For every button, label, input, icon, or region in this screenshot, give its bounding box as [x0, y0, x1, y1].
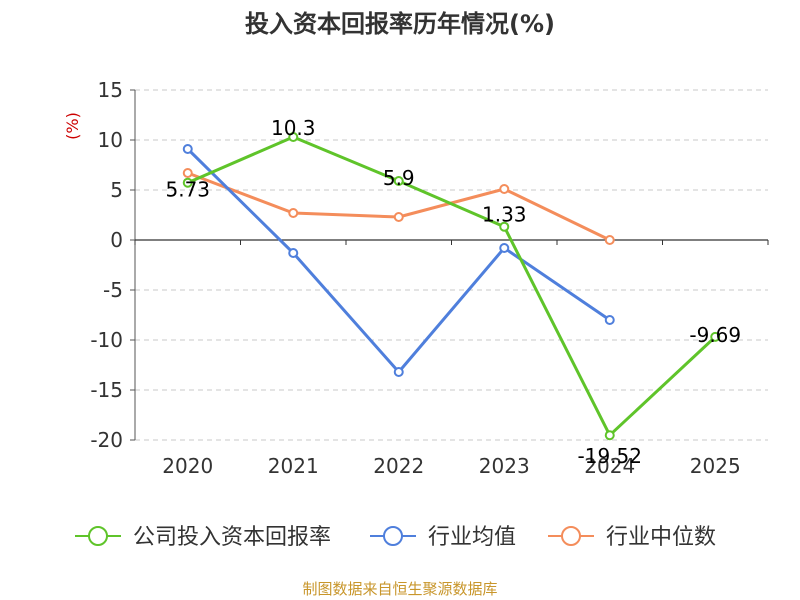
data-point — [499, 184, 510, 194]
data-point — [182, 177, 193, 188]
data-point — [604, 315, 615, 325]
series-group — [182, 132, 721, 441]
data-label: 5.9 — [383, 166, 415, 190]
data-label: -19.52 — [578, 444, 642, 468]
y-tick-label: 0 — [110, 228, 123, 252]
data-labels: 5.73 10.3 5.9 1.33 -19.52 -9.69 — [165, 116, 741, 468]
data-point — [499, 243, 510, 253]
axes: 15 10 5 0 -5 -10 -15 -20 2020 2021 2022 2023 2024 202… — [90, 78, 769, 478]
data-point — [393, 176, 404, 186]
y-tick-label: 10 — [98, 128, 123, 152]
chart-title: 投入资本回报率历年情况(%) — [245, 10, 555, 38]
x-tick-label: 2021 — [268, 454, 319, 478]
y-tick-label: -10 — [90, 328, 123, 352]
data-point — [288, 132, 299, 142]
series-line-0 — [187, 135, 717, 437]
data-point — [499, 221, 510, 232]
legend-marker — [561, 526, 581, 546]
data-point — [710, 331, 721, 342]
legend-label: 行业均值 — [428, 525, 516, 550]
x-tick-label: 2023 — [479, 454, 530, 478]
data-label: 5.73 — [165, 178, 210, 202]
data-label: 10.3 — [271, 116, 316, 140]
legend-label: 行业中位数 — [606, 525, 716, 550]
y-tick-label: -20 — [90, 428, 123, 452]
x-tick-label: 2024 — [584, 454, 635, 478]
legend-label: 公司投入资本回报率 — [133, 525, 331, 550]
legend-marker — [383, 526, 403, 546]
data-point — [604, 235, 615, 245]
data-label: -9.69 — [689, 323, 741, 347]
x-tick-label: 2025 — [690, 454, 741, 478]
data-point — [604, 430, 615, 441]
grid — [135, 89, 768, 441]
legend-marker — [88, 526, 108, 546]
data-point — [393, 367, 404, 377]
data-point — [393, 212, 404, 222]
data-point — [288, 248, 299, 258]
data-point — [288, 208, 299, 218]
data-label: 1.33 — [482, 203, 527, 227]
y-axis-label: (%) — [63, 112, 82, 140]
source-note: 制图数据来自恒生聚源数据库 — [302, 580, 497, 598]
data-point — [182, 144, 193, 154]
y-tick-label: -15 — [90, 378, 123, 402]
y-tick-label: 15 — [98, 78, 123, 102]
x-tick-label: 2022 — [373, 454, 424, 478]
data-point — [182, 168, 193, 178]
legend: 公司投入资本回报率 行业均值 行业中位数 — [75, 525, 716, 550]
y-tick-label: 5 — [110, 178, 123, 202]
y-tick-label: -5 — [103, 278, 123, 302]
x-tick-label: 2020 — [162, 454, 213, 478]
